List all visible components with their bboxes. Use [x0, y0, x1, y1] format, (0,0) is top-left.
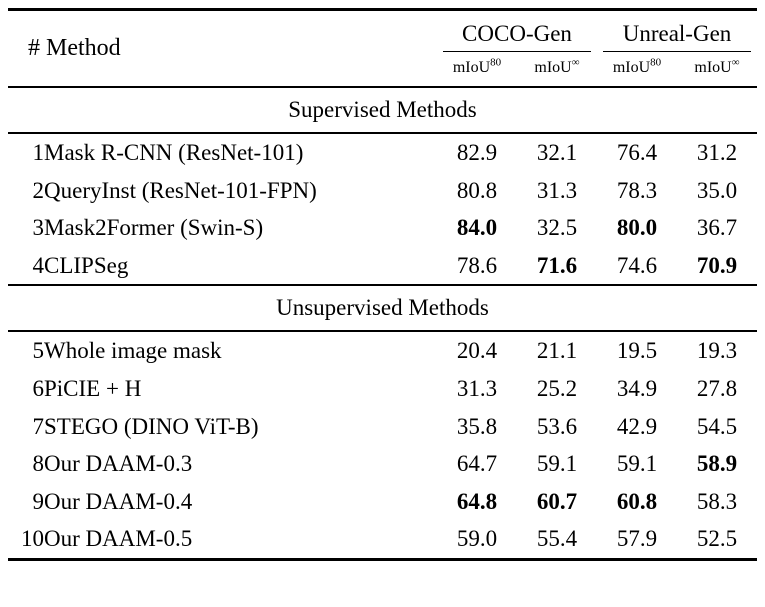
method-cell: Mask R-CNN (ResNet-101) — [44, 140, 304, 165]
value-cell: 55.4 — [536, 526, 578, 552]
row-number: 2 — [32, 177, 45, 203]
value-cell: 21.1 — [536, 338, 578, 364]
metric-superscript: ∞ — [571, 56, 580, 69]
metric-header-miouinf-coco: mIoU∞ — [517, 53, 597, 87]
row-number: 1 — [32, 140, 45, 165]
value-cell: 59.1 — [616, 451, 658, 477]
value-cell: 76.4 — [616, 140, 658, 165]
table-row: 5 Whole image mask 20.4 21.1 19.5 19.3 — [8, 331, 757, 370]
group-header-coco-gen: COCO-Gen — [437, 10, 597, 54]
metric-superscript: 80 — [490, 56, 502, 69]
value-cell: 58.3 — [696, 488, 738, 514]
row-number: 9 — [32, 488, 45, 514]
header-row-groups: # Method COCO-Gen Unreal-Gen — [8, 10, 757, 61]
value-cell: 42.9 — [616, 413, 658, 439]
table-row: 3 Mask2Former (Swin-S) 84.0 32.5 80.0 36… — [8, 209, 757, 247]
metric-header-miou80-coco: mIoU80 — [437, 53, 517, 87]
section-title-unsupervised: Unsupervised Methods — [8, 284, 757, 333]
group-header-coco-gen-label: COCO-Gen — [443, 21, 591, 52]
value-cell: 19.3 — [696, 338, 738, 364]
section-title-supervised: Supervised Methods — [8, 86, 757, 134]
value-cell: 60.8 — [616, 488, 658, 514]
value-cell: 54.5 — [696, 413, 738, 439]
method-cell: Mask2Former (Swin-S) — [44, 215, 264, 241]
table-row: 4 CLIPSeg 78.6 71.6 74.6 70.9 — [8, 247, 757, 286]
value-cell: 31.3 — [456, 375, 498, 401]
value-cell: 27.8 — [696, 375, 738, 401]
method-cell: Our DAAM-0.3 — [44, 451, 193, 477]
header-row-metrics: mIoU80 mIoU∞ mIoU80 mIoU∞ — [8, 53, 757, 87]
value-cell: 52.5 — [696, 526, 738, 552]
section-row-supervised: Supervised Methods — [8, 86, 757, 134]
value-cell: 35.8 — [456, 413, 498, 439]
table-row: 1 Mask R-CNN (ResNet-101) 82.9 32.1 76.4… — [8, 133, 757, 172]
row-number: 4 — [32, 252, 45, 278]
value-cell: 57.9 — [616, 526, 658, 552]
group-header-unreal-gen-label: Unreal-Gen — [603, 21, 751, 52]
value-cell: 31.2 — [696, 140, 738, 165]
method-column-header: # Method — [28, 35, 121, 61]
value-cell: 82.9 — [456, 140, 498, 165]
value-cell: 58.9 — [696, 451, 738, 477]
value-cell: 36.7 — [696, 215, 738, 241]
value-cell: 35.0 — [696, 177, 738, 203]
value-cell: 31.3 — [536, 177, 578, 203]
metric-header-miouinf-unreal: mIoU∞ — [677, 53, 757, 87]
value-cell: 70.9 — [696, 252, 738, 278]
value-cell: 80.8 — [456, 177, 498, 203]
value-cell: 71.6 — [536, 252, 578, 278]
value-cell: 19.5 — [616, 338, 658, 364]
method-cell: QueryInst (ResNet-101-FPN) — [44, 177, 317, 203]
value-cell: 64.8 — [456, 488, 498, 514]
metric-superscript: 80 — [650, 56, 662, 69]
value-cell: 25.2 — [536, 375, 578, 401]
table-row: 6 PiCIE + H 31.3 25.2 34.9 27.8 — [8, 370, 757, 408]
value-cell: 53.6 — [536, 413, 578, 439]
value-cell: 74.6 — [616, 252, 658, 278]
value-cell: 32.5 — [536, 215, 578, 241]
table-row: 2 QueryInst (ResNet-101-FPN) 80.8 31.3 7… — [8, 172, 757, 210]
method-cell: Our DAAM-0.4 — [44, 488, 193, 514]
value-cell: 59.1 — [536, 451, 578, 477]
value-cell: 80.0 — [616, 215, 658, 241]
method-cell: Whole image mask — [44, 338, 222, 364]
table-row: 10 Our DAAM-0.5 59.0 55.4 57.9 52.5 — [8, 520, 757, 559]
table-row: 8 Our DAAM-0.3 64.7 59.1 59.1 58.9 — [8, 445, 757, 483]
results-table: # Method COCO-Gen Unreal-Gen mIoU80 mIoU… — [8, 8, 757, 561]
row-number: 8 — [32, 451, 45, 477]
method-cell: Our DAAM-0.5 — [44, 526, 193, 552]
metric-label: mIoU — [694, 59, 732, 76]
value-cell: 20.4 — [456, 338, 498, 364]
table-row: 7 STEGO (DINO ViT-B) 35.8 53.6 42.9 54.5 — [8, 408, 757, 446]
method-cell: CLIPSeg — [44, 252, 129, 278]
value-cell: 84.0 — [456, 215, 498, 241]
metric-header-miou80-unreal: mIoU80 — [597, 53, 677, 87]
table-row: 9 Our DAAM-0.4 64.8 60.7 60.8 58.3 — [8, 483, 757, 521]
value-cell: 34.9 — [616, 375, 658, 401]
row-number: 10 — [21, 526, 44, 552]
metric-label: mIoU — [612, 59, 651, 76]
row-number: 3 — [32, 215, 45, 241]
row-number: 6 — [32, 375, 45, 401]
value-cell: 60.7 — [536, 488, 578, 514]
method-cell: PiCIE + H — [44, 375, 142, 401]
metric-label: mIoU — [534, 59, 572, 76]
row-number: 7 — [32, 413, 45, 439]
group-header-unreal-gen: Unreal-Gen — [597, 10, 757, 54]
value-cell: 32.1 — [536, 140, 578, 165]
row-number: 5 — [32, 338, 45, 364]
value-cell: 78.6 — [456, 252, 498, 278]
section-row-unsupervised: Unsupervised Methods — [8, 284, 757, 333]
method-cell: STEGO (DINO ViT-B) — [44, 413, 259, 439]
metric-label: mIoU — [452, 59, 491, 76]
value-cell: 78.3 — [616, 177, 658, 203]
value-cell: 64.7 — [456, 451, 498, 477]
metric-superscript: ∞ — [731, 56, 740, 69]
value-cell: 59.0 — [456, 526, 498, 552]
